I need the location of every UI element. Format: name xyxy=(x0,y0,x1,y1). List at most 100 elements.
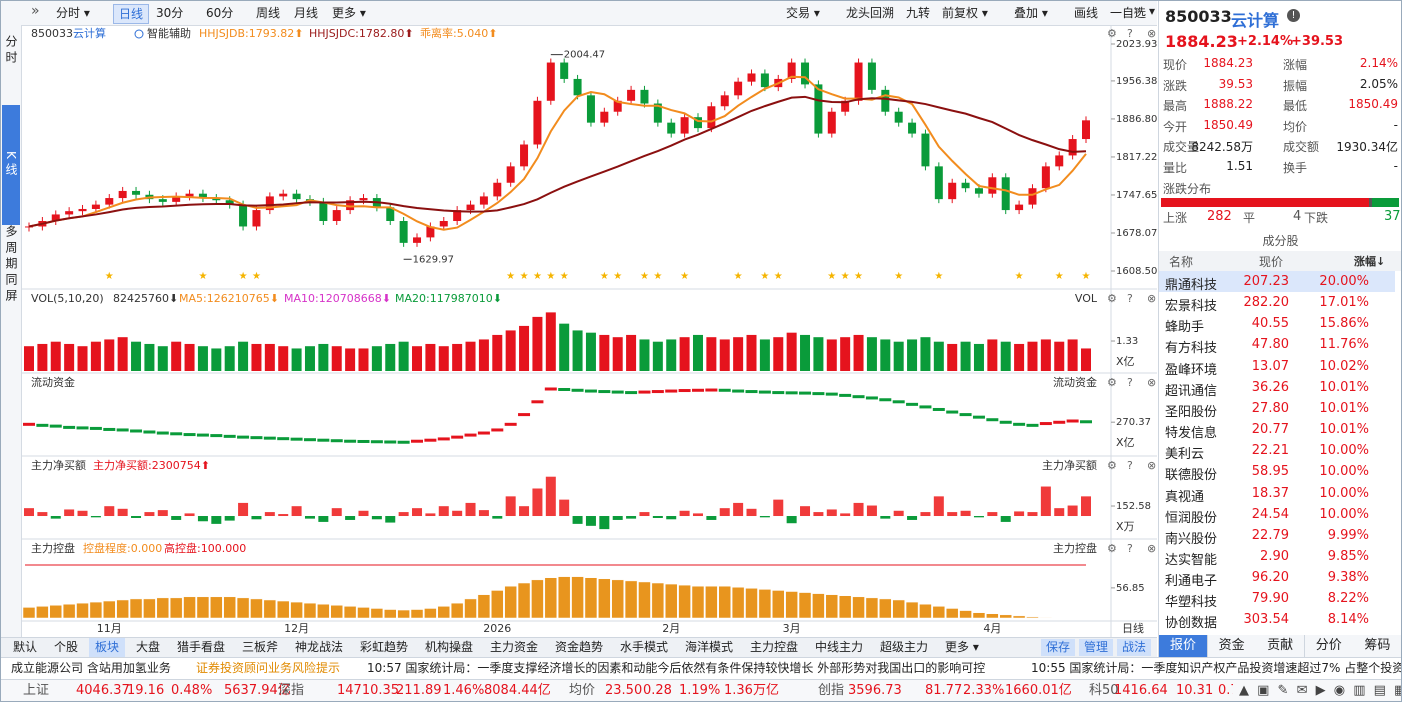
candle-body xyxy=(1082,120,1090,140)
control-bar xyxy=(879,598,892,619)
quote-value: 1884.23 xyxy=(1203,56,1253,70)
volume-bar xyxy=(800,334,811,371)
netbuy-bar xyxy=(465,502,476,517)
action-button[interactable]: 管理 xyxy=(1079,639,1114,656)
side-tab[interactable]: 多周期同屏 xyxy=(4,225,18,305)
stock-name[interactable]: 鼎通科技 xyxy=(1165,278,1218,293)
expand-icon[interactable]: » xyxy=(1133,3,1142,19)
tool-button[interactable]: 九转 xyxy=(906,6,931,20)
volume-bar xyxy=(478,339,489,371)
bottom-tab[interactable]: 彩虹趋势 xyxy=(360,640,409,654)
candle-body xyxy=(466,204,475,211)
collapse-icon[interactable]: » xyxy=(31,3,40,19)
stock-name[interactable]: 宏景科技 xyxy=(1165,299,1218,315)
control-bar xyxy=(624,580,638,619)
netbuy-bar xyxy=(224,516,235,521)
index-value: 0.48% xyxy=(171,683,213,698)
index-value: 1.36万亿 xyxy=(724,683,779,698)
dist-count: 4 xyxy=(1293,209,1302,224)
candle-body xyxy=(453,210,462,222)
volume-bar xyxy=(505,330,516,371)
bottom-tab[interactable]: 个股 xyxy=(54,640,79,654)
stock-name[interactable]: 南兴股份 xyxy=(1165,531,1218,547)
action-button[interactable]: 保存 xyxy=(1041,639,1076,656)
period-tab[interactable]: 30分 xyxy=(156,6,184,20)
stock-name[interactable]: 圣阳股份 xyxy=(1165,404,1218,420)
bottom-tab[interactable]: 主力资金 xyxy=(490,640,539,654)
side-tab[interactable]: K线 xyxy=(2,105,20,225)
stock-name[interactable]: 利通电子 xyxy=(1165,574,1218,590)
period-tab[interactable]: 日线 xyxy=(113,4,150,24)
period-tab[interactable]: 60分 xyxy=(206,6,234,20)
stock-name[interactable]: 华塑科技 xyxy=(1165,595,1218,611)
stock-pct: 10.00% xyxy=(1319,485,1369,501)
stock-name[interactable]: 特发信息 xyxy=(1165,426,1218,442)
bottom-tab[interactable]: 猎手看盘 xyxy=(177,640,226,654)
volume-bar xyxy=(64,343,75,371)
bottom-tab[interactable]: 神龙战法 xyxy=(295,640,344,654)
toolbar xyxy=(1,1,1157,26)
tool-button[interactable]: 龙头回溯 xyxy=(846,6,895,20)
tool-button[interactable]: 一自选 xyxy=(1110,6,1147,20)
bottom-tab[interactable]: 中线主力 xyxy=(815,640,864,654)
bottom-tab[interactable]: 水手模式 xyxy=(620,640,669,654)
stock-name[interactable]: 联德股份 xyxy=(1165,468,1218,484)
news-item[interactable]: 证券投资顾问业务风险提示 xyxy=(196,661,341,675)
bottom-tab[interactable]: 超级主力 xyxy=(880,640,929,654)
bottom-tab[interactable]: 机构操盘 xyxy=(425,640,474,654)
bottom-tab[interactable]: 海洋模式 xyxy=(685,640,734,654)
tool-button[interactable]: 前复权 ▾ xyxy=(942,6,988,20)
period-tab[interactable]: 分时 ▾ xyxy=(56,6,90,20)
period-tab[interactable]: 更多 ▾ xyxy=(332,6,366,20)
tool-button[interactable]: 画线 xyxy=(1074,6,1099,20)
volume-bar xyxy=(572,330,583,371)
bottom-tab[interactable]: 主力控盘 xyxy=(750,640,799,654)
action-button[interactable]: 战法 xyxy=(1117,639,1152,656)
tool-button[interactable]: 叠加 ▾ xyxy=(1014,6,1048,20)
news-item[interactable]: 10:55 国家统计局：一季度知识产权产品投资增速超过7% 占整个投资中的比 xyxy=(1031,661,1401,675)
stock-name[interactable]: 恒润股份 xyxy=(1165,510,1218,526)
volume-bar xyxy=(733,337,744,371)
candle-body xyxy=(105,198,114,205)
candle-body xyxy=(988,177,997,194)
control-bar xyxy=(638,581,651,619)
volume-bar xyxy=(492,334,503,371)
stock-name[interactable]: 蜂助手 xyxy=(1165,320,1205,336)
table-header xyxy=(1159,251,1401,271)
stock-name[interactable]: 真视通 xyxy=(1165,489,1205,505)
stock-name[interactable]: 盈峰环境 xyxy=(1165,362,1218,378)
quote-value: 2.05% xyxy=(1359,76,1398,91)
side-tab[interactable]: 分时 xyxy=(4,35,18,67)
unit-label: X亿 xyxy=(1116,355,1135,368)
bottom-tab[interactable]: 板块 xyxy=(89,638,126,657)
netbuy-bar xyxy=(251,516,262,520)
panel-tab[interactable]: 分价 xyxy=(1304,635,1354,657)
news-item[interactable]: 成立能源公司 含站用加氢业务 xyxy=(11,661,171,675)
stock-name[interactable]: 达实智能 xyxy=(1165,552,1218,568)
stock-price: 58.95 xyxy=(1251,464,1289,480)
news-item[interactable]: 10:57 国家统计局：一季度支撑经济增长的因素和动能今后依然有条件保持较快增长… xyxy=(367,661,986,675)
period-tab[interactable]: 月线 xyxy=(294,6,319,20)
stock-pct: 10.01% xyxy=(1319,379,1369,395)
dropdown[interactable]: ▾ xyxy=(1149,4,1156,18)
control-bar xyxy=(210,596,223,619)
control-bar xyxy=(36,606,49,619)
bottom-tab[interactable]: 更多 ▾ xyxy=(945,640,979,654)
candle-body xyxy=(1015,204,1024,211)
stock-name[interactable]: 有方科技 xyxy=(1165,341,1218,357)
stock-name[interactable]: 美利云 xyxy=(1165,447,1205,463)
bottom-tab[interactable]: 大盘 xyxy=(136,640,161,654)
stock-name[interactable]: 协创数据 xyxy=(1165,616,1218,632)
stock-name[interactable]: 超讯通信 xyxy=(1165,383,1218,399)
bottom-tab[interactable]: 三板斧 xyxy=(242,640,279,654)
panel-tab[interactable]: 资金 xyxy=(1207,635,1257,657)
period-tab[interactable]: 周线 xyxy=(256,6,281,20)
panel-tab[interactable]: 贡献 xyxy=(1256,635,1306,657)
stock-pct: 9.99% xyxy=(1327,527,1369,543)
panel-tab[interactable]: 筹码 xyxy=(1353,635,1401,657)
stock-price: 282.20 xyxy=(1243,295,1290,311)
panel-tab[interactable]: 报价 xyxy=(1159,635,1208,657)
bottom-tab[interactable]: 资金趋势 xyxy=(555,640,604,654)
bottom-tab[interactable]: 默认 xyxy=(13,640,38,654)
tool-button[interactable]: 交易 ▾ xyxy=(786,6,820,20)
